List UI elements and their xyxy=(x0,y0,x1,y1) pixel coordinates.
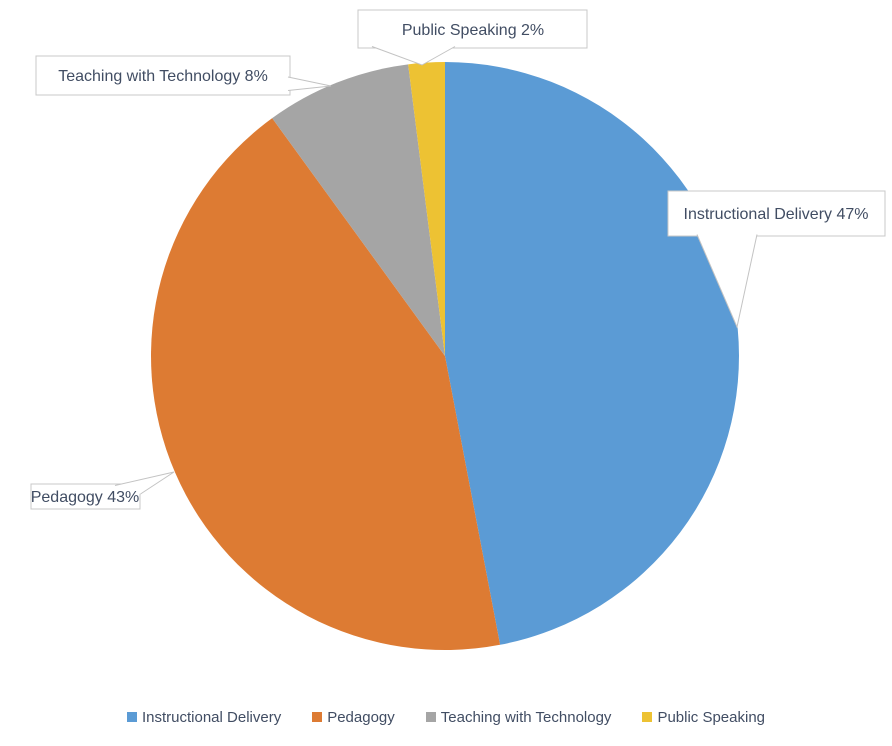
callout-label-public-speaking: Public Speaking 2% xyxy=(402,22,544,39)
legend-item-instructional-delivery: Instructional Delivery xyxy=(126,708,282,726)
callout-pedagogy: Pedagogy 43% xyxy=(30,471,175,510)
callout-pointer-teaching-with-technology xyxy=(287,76,332,91)
callout-box-teaching-with-technology xyxy=(35,55,291,96)
legend-item-teaching-with-technology: Teaching with Technology xyxy=(425,708,612,726)
callout-label-teaching-with-technology: Teaching with Technology 8% xyxy=(58,68,268,85)
callout-box-public-speaking xyxy=(357,9,588,49)
pie-slice-pedagogy xyxy=(151,118,501,650)
callout-label-pedagogy: Pedagogy 43% xyxy=(31,489,140,506)
legend-item-public-speaking: Public Speaking xyxy=(642,709,765,726)
callout-teaching-with-technology: Teaching with Technology 8% xyxy=(35,55,332,96)
callout-box-instructional-delivery xyxy=(667,190,886,237)
legend-swatch-icon xyxy=(425,712,436,722)
callout-instructional-delivery: Instructional Delivery 47% xyxy=(667,190,886,329)
legend-swatch-icon xyxy=(312,712,323,722)
callout-public-speaking: Public Speaking 2% xyxy=(357,9,588,66)
callout-box-pedagogy xyxy=(30,483,141,510)
callout-pointer-public-speaking xyxy=(371,46,456,66)
pie-slice-public-speaking xyxy=(408,62,445,356)
legend-swatch-icon xyxy=(126,712,137,722)
legend-label: Public Speaking xyxy=(657,708,766,726)
pie xyxy=(151,62,739,650)
legend-label: Instructional Delivery xyxy=(141,708,282,726)
pie-slice-instructional-delivery xyxy=(445,62,739,645)
legend-label: Teaching with Technology xyxy=(440,708,612,726)
callout-pointer-pedagogy xyxy=(114,471,175,495)
callout-label-instructional-delivery: Instructional Delivery 47% xyxy=(684,206,869,223)
chart-legend: Instructional Delivery Pedagogy Teaching… xyxy=(0,704,892,730)
legend-label: Pedagogy xyxy=(327,708,395,726)
pie-slice-teaching-with-technology xyxy=(272,64,445,356)
legend-swatch-icon xyxy=(642,712,653,722)
callout-pointer-instructional-delivery xyxy=(696,234,758,329)
legend-item-pedagogy: Pedagogy xyxy=(312,709,395,726)
